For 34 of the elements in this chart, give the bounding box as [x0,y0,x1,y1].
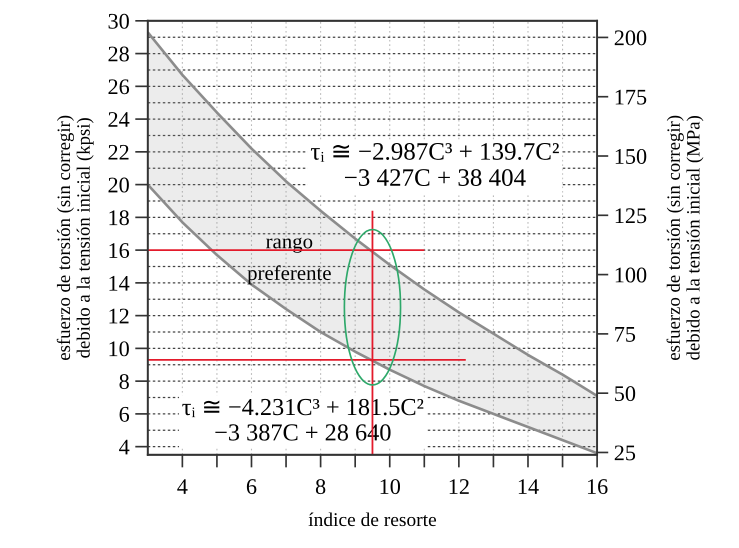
y-tick-label: 12 [109,308,129,324]
y2-tick-label: 125 [616,208,646,224]
y-tick-label: 10 [109,341,129,356]
y-tick-label: 4 [119,440,130,454]
y2-tick-label: 50 [615,386,636,402]
x-axis-title: índice de resorte [308,512,436,526]
x-tick-label: 4 [177,479,188,494]
x-tick-label: 10 [380,479,400,494]
x-tick-label: 12 [450,479,469,494]
y-tick-label: 8 [119,374,129,390]
y-tick-label: 24 [108,112,130,127]
y-tick-label: 14 [109,276,130,291]
y-tick-label: 6 [120,406,130,422]
annotation: rango preferente [247,238,331,284]
y-tick-label: 28 [108,46,129,62]
y2-tick-label: 175 [616,90,646,105]
y-tick-label: 22 [108,144,129,160]
y-tick-label: 18 [109,210,129,226]
y2-tick-label: 200 [614,30,646,46]
y2-tick-label: 25 [614,445,636,460]
x-tick-label: 16 [588,479,608,494]
y-tick-label: 26 [108,79,130,94]
y-axis-title: esfuerzo de torsión (sin corregir) debido a la tensión inicial (kpsi) [56,116,94,360]
x-tick-label: 14 [518,479,539,494]
y-tick-label: 30 [108,14,129,29]
annotation: τᵢ ≅ −2.987C³ + 139.7C² −3 427C + 38 404 [310,142,559,186]
x-tick-label: 6 [246,479,256,494]
y2-tick-label: 100 [616,268,646,283]
y2-axis-title: esfuerzo de torsión (sin corregir) debido a la tensión inicial (MPa) [666,116,704,360]
y-tick-label: 16 [109,243,130,258]
y2-tick-label: 75 [615,327,636,342]
y-tick-label: 20 [108,178,129,193]
x-tick-label: 8 [316,479,326,494]
y2-tick-label: 150 [616,148,646,164]
